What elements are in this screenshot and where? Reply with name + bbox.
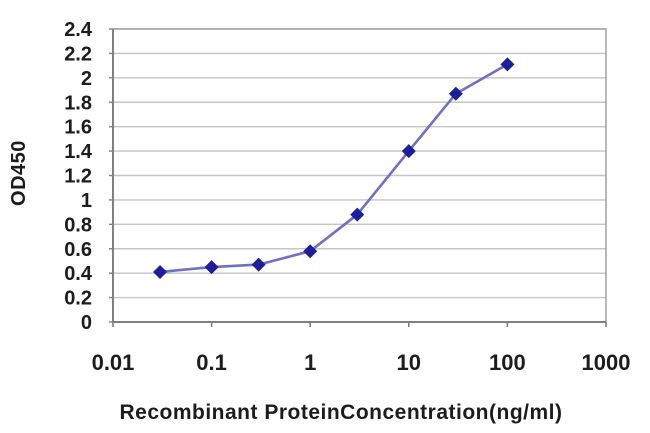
y-tick-label: 2	[81, 68, 92, 90]
data-point-marker	[251, 257, 266, 272]
y-tick-label: 2.2	[64, 43, 92, 65]
y-tick-label: 0	[81, 312, 92, 334]
y-tick-label: 1.4	[64, 141, 93, 163]
series-line	[158, 63, 509, 274]
x-tick-label: 100	[489, 350, 526, 375]
x-tick-label: 0.01	[92, 350, 135, 375]
data-point-marker	[350, 207, 365, 222]
y-axis-title: OD450	[8, 140, 30, 206]
y-tick-label: 0.4	[64, 263, 93, 285]
x-tick-label: 0.1	[196, 350, 227, 375]
x-axis-title: Recombinant ProteinConcentration(ng/ml)	[119, 401, 563, 424]
y-tick-label: 0.6	[64, 239, 92, 261]
x-tick-label: 1	[304, 350, 316, 375]
data-point-marker	[401, 144, 416, 159]
x-tick-label: 1000	[582, 350, 631, 375]
y-tick-label: 1	[81, 190, 92, 212]
y-tick-label: 0.2	[64, 288, 92, 310]
data-point-marker	[448, 86, 463, 101]
y-tick-label: 0.8	[64, 214, 92, 236]
data-point-marker	[303, 244, 318, 259]
y-tick-label: 1.8	[64, 92, 92, 114]
y-tick-label: 1.2	[64, 166, 92, 188]
data-point-marker	[153, 264, 168, 279]
x-tick-label: 10	[397, 350, 421, 375]
data-point-marker	[204, 260, 219, 275]
y-tick-label: 2.4	[64, 19, 93, 41]
y-tick-label: 1.6	[64, 117, 92, 139]
data-point-marker	[500, 57, 515, 72]
